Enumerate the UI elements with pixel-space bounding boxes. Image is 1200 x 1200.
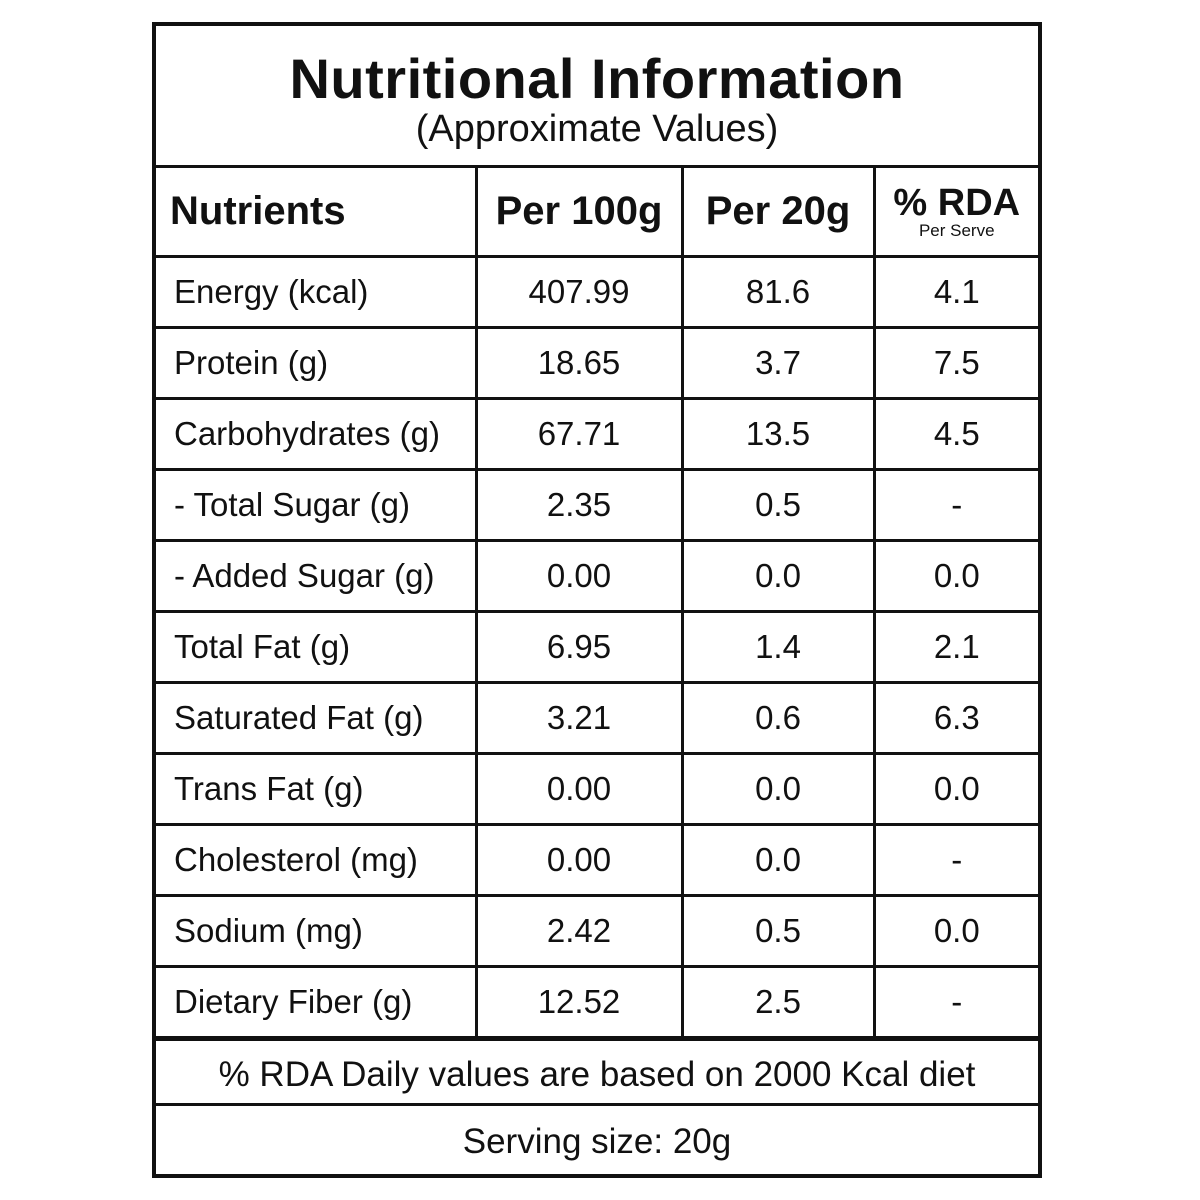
- value-rda: 4.1: [872, 254, 1038, 329]
- nutrient-name: Dietary Fiber (g): [156, 964, 478, 1039]
- value-rda: 0.0: [872, 538, 1038, 613]
- serving-size: Serving size: 20g: [462, 1122, 732, 1161]
- header-rda-sublabel: Per Serve: [918, 220, 995, 240]
- value-rda: 0.0: [872, 893, 1038, 968]
- value-per-100g: 18.65: [474, 325, 684, 400]
- value-per-20g: 3.7: [680, 325, 876, 400]
- table-row: Energy (kcal) 407.99 81.6 4.1: [156, 254, 1038, 329]
- value-per-20g: 2.5: [680, 964, 876, 1039]
- value-per-20g: 0.0: [680, 751, 876, 826]
- value-per-100g: 2.42: [474, 893, 684, 968]
- value-per-100g: 6.95: [474, 609, 684, 684]
- nutrient-name: Trans Fat (g): [156, 751, 478, 826]
- label-subtitle: (Approximate Values): [415, 108, 779, 150]
- nutrition-table: Nutrients Per 100g Per 20g % RDA Per Ser…: [156, 168, 1038, 1039]
- table-row: Dietary Fiber (g) 12.52 2.5-: [156, 964, 1038, 1039]
- value-per-20g: 0.5: [680, 467, 876, 542]
- rda-footnote: % RDA Daily values are based on 2000 Kca…: [156, 1038, 1038, 1106]
- table-row: Total Fat (g) 6.95 1.4 2.1: [156, 609, 1038, 684]
- nutrient-name: - Total Sugar (g): [156, 467, 478, 542]
- value-per-100g: 0.00: [474, 538, 684, 613]
- value-per-100g: 67.71: [474, 396, 684, 471]
- value-per-100g: 0.00: [474, 822, 684, 897]
- nutrient-name: Cholesterol (mg): [156, 822, 478, 897]
- nutrient-name: Saturated Fat (g): [156, 680, 478, 755]
- value-per-20g: 0.5: [680, 893, 876, 968]
- label-title: Nutritional Information: [289, 47, 905, 110]
- value-per-100g: 3.21: [474, 680, 684, 755]
- value-per-100g: 2.35: [474, 467, 684, 542]
- header-rda: % RDA Per Serve: [872, 168, 1038, 258]
- value-rda: 4.5: [872, 396, 1038, 471]
- table-row: Cholesterol (mg) 0.00 0.0-: [156, 822, 1038, 897]
- value-rda: -: [872, 467, 1038, 542]
- nutrition-rows: Energy (kcal) 407.99 81.6 4.1 Protein (g) 18.…: [156, 254, 1038, 1039]
- header-rda-label: % RDA: [893, 181, 1021, 224]
- value-rda: 0.0: [872, 751, 1038, 826]
- value-rda: -: [872, 964, 1038, 1039]
- title-block: Nutritional Information (Approximate Val…: [156, 26, 1038, 168]
- nutrient-name: Energy (kcal): [156, 254, 478, 329]
- table-row: Saturated Fat (g) 3.21 0.6 6.3: [156, 680, 1038, 755]
- value-rda: 2.1: [872, 609, 1038, 684]
- value-per-100g: 407.99: [474, 254, 684, 329]
- value-per-20g: 81.6: [680, 254, 876, 329]
- value-per-20g: 0.6: [680, 680, 876, 755]
- header-per-20g: Per 20g: [680, 168, 876, 258]
- value-per-20g: 1.4: [680, 609, 876, 684]
- value-rda: -: [872, 822, 1038, 897]
- header-row: Nutrients Per 100g Per 20g % RDA Per Ser…: [156, 168, 1038, 258]
- table-row: Sodium (mg) 2.42 0.5 0.0: [156, 893, 1038, 968]
- value-per-20g: 0.0: [680, 822, 876, 897]
- table-row: Trans Fat (g) 0.00 0.0 0.0: [156, 751, 1038, 826]
- value-per-20g: 13.5: [680, 396, 876, 471]
- header-nutrients: Nutrients: [156, 168, 478, 258]
- value-rda: 6.3: [872, 680, 1038, 755]
- value-rda: 7.5: [872, 325, 1038, 400]
- value-per-100g: 12.52: [474, 964, 684, 1039]
- table-row: Carbohydrates (g) 67.71 13.5 4.5: [156, 396, 1038, 471]
- header-per-100g: Per 100g: [474, 168, 684, 258]
- table-row: Protein (g) 18.65 3.7 7.5: [156, 325, 1038, 400]
- value-per-100g: 0.00: [474, 751, 684, 826]
- nutrient-name: Total Fat (g): [156, 609, 478, 684]
- nutrient-name: Carbohydrates (g): [156, 396, 478, 471]
- nutrient-name: - Added Sugar (g): [156, 538, 478, 613]
- table-row: - Total Sugar (g) 2.35 0.5-: [156, 467, 1038, 542]
- nutrient-name: Protein (g): [156, 325, 478, 400]
- nutrition-label: Nutritional Information (Approximate Val…: [152, 22, 1042, 1178]
- value-per-20g: 0.0: [680, 538, 876, 613]
- table-row: - Added Sugar (g) 0.00 0.0 0.0: [156, 538, 1038, 613]
- nutrient-name: Sodium (mg): [156, 893, 478, 968]
